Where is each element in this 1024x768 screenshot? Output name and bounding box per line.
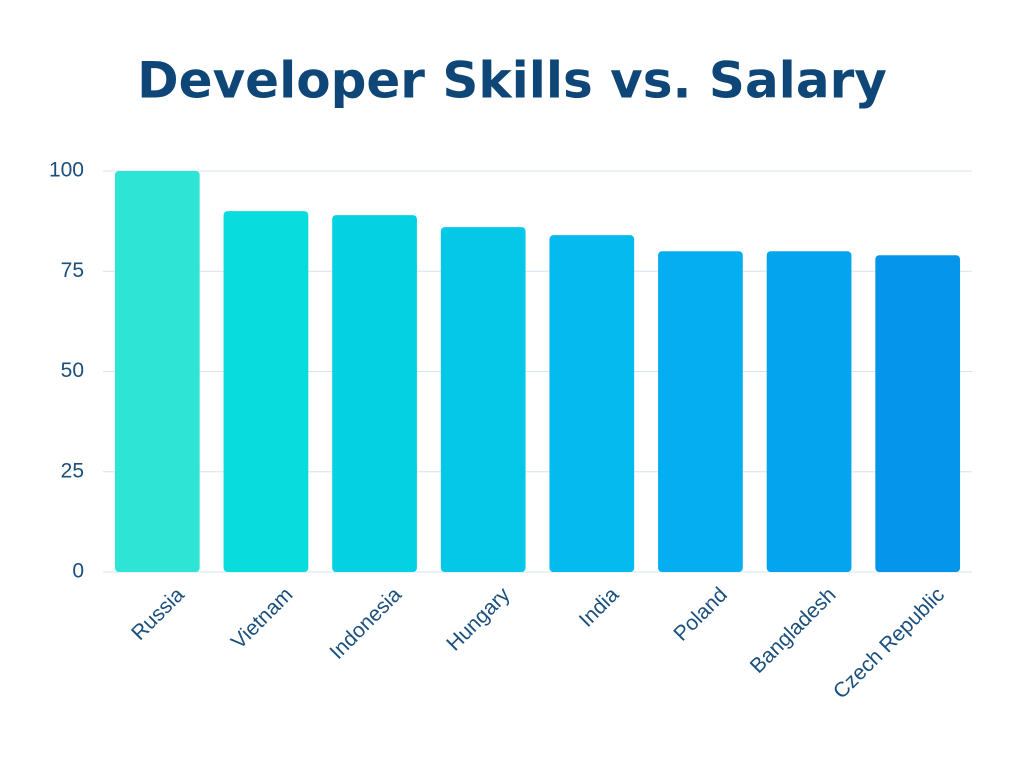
bar	[332, 215, 417, 573]
bar	[440, 227, 526, 572]
bar	[223, 211, 309, 572]
y-tick-label: 0	[72, 560, 84, 583]
x-tick-label: Poland	[669, 583, 732, 646]
y-tick-label: 100	[49, 159, 84, 182]
x-tick-label: Indonesia	[325, 583, 406, 664]
y-tick-label: 75	[61, 259, 84, 282]
x-tick-label: India	[575, 583, 624, 632]
chart-title: Developer Skills vs. Salary	[137, 52, 887, 110]
bar	[766, 251, 852, 572]
y-tick-label: 50	[61, 359, 84, 382]
bar	[549, 235, 635, 572]
x-tick-label: Czech Republic	[829, 583, 949, 703]
x-tick-label: Hungary	[442, 583, 515, 656]
x-tick-label: Vietnam	[227, 583, 297, 653]
y-tick-label: 25	[61, 459, 84, 482]
x-tick-label: Russia	[127, 583, 189, 645]
bar	[658, 251, 743, 572]
x-tick-label: Bangladesh	[746, 583, 841, 678]
bar	[875, 255, 961, 572]
bar	[114, 171, 200, 572]
